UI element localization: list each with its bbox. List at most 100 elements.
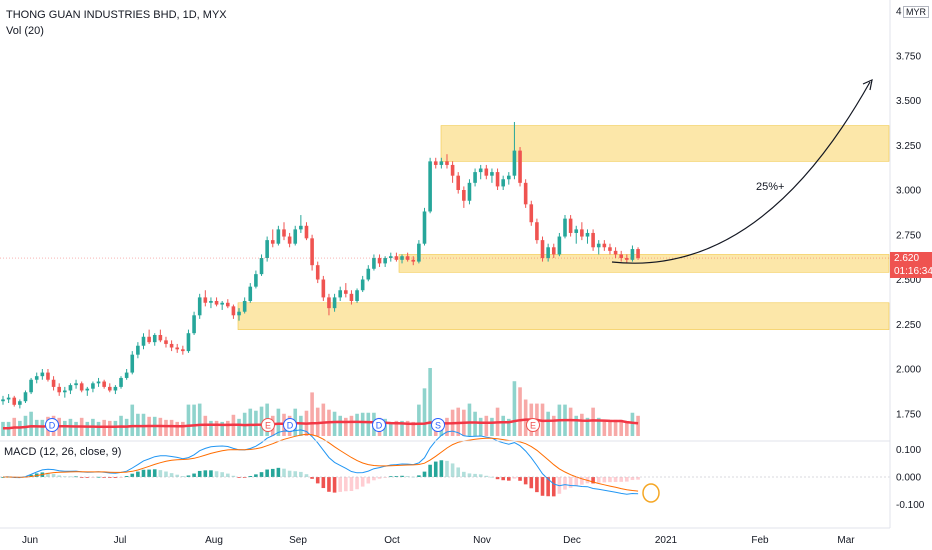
volume-bar (315, 407, 320, 436)
candle (231, 306, 236, 316)
volume-bar (608, 419, 612, 436)
macd-histogram-bar (507, 477, 511, 481)
volume-bar (625, 421, 629, 436)
candle (158, 334, 163, 341)
macd-tick-label: 0.000 (896, 473, 921, 484)
price-tick-label: 2.250 (896, 320, 921, 331)
macd-histogram-bar (540, 477, 545, 496)
candle (636, 249, 640, 259)
candle (563, 218, 567, 237)
volume-bar (107, 420, 112, 436)
price-tick-label: 4 (896, 7, 902, 18)
volume-bar (130, 404, 135, 436)
macd-histogram-bar (467, 473, 472, 477)
candle (557, 236, 562, 255)
macd-histogram-bar (96, 476, 101, 478)
candle (501, 179, 505, 187)
macd-histogram-bar (181, 476, 185, 477)
candle (445, 161, 449, 165)
macd-histogram-bar (332, 477, 337, 493)
candle (237, 311, 241, 316)
candle (495, 172, 500, 187)
macd-legend: MACD (12, 26, close, 9) (4, 446, 122, 458)
volume-bar (394, 420, 399, 436)
candle (456, 175, 461, 190)
macd-histogram-bar (574, 477, 579, 486)
event-marker-circle (372, 418, 386, 432)
macd-histogram-bar (270, 468, 275, 477)
volume-bar (411, 421, 416, 436)
volume-bar (596, 417, 601, 436)
macd-histogram-bar (231, 475, 236, 477)
candle (254, 274, 258, 287)
candle (473, 172, 477, 183)
macd-histogram-bar (29, 474, 33, 477)
volume-bar (518, 387, 522, 436)
candle (293, 229, 298, 244)
volume-bar (405, 420, 410, 436)
candle (147, 336, 151, 343)
volume-bar (192, 404, 196, 436)
macd-histogram-bar (518, 477, 522, 481)
event-marker: E (526, 418, 540, 432)
candle (226, 302, 230, 307)
volume-bar (181, 421, 185, 436)
event-marker-circle (45, 418, 59, 432)
macd-histogram-bar (456, 467, 461, 477)
signal-line (3, 433, 639, 492)
volume-bar (169, 419, 174, 436)
macd-histogram-bar (209, 470, 213, 477)
macd-line (2, 429, 639, 495)
price-tick-label: 2.500 (896, 275, 921, 286)
candle (523, 182, 528, 205)
drawings: 25%+ (611, 78, 873, 503)
chart-title: THONG GUAN INDUSTRIES BHD, 1D, MYX (6, 9, 227, 21)
macd-histogram-bar (551, 477, 556, 497)
macd-histogram-bar (417, 475, 421, 477)
macd-histogram-bar (535, 477, 539, 493)
volume-bar (428, 368, 432, 436)
macd-histogram-bar (360, 477, 365, 487)
candle (417, 243, 421, 262)
macd-histogram-bar (79, 477, 84, 478)
projection-arrow-head (862, 78, 873, 91)
volume-bar (591, 407, 595, 436)
candle (518, 150, 522, 183)
volume-legend: Vol (20) (6, 25, 44, 37)
candle (40, 372, 45, 377)
volume-bar (276, 408, 281, 436)
volume-bar (237, 418, 241, 436)
currency-button[interactable]: MYR (903, 6, 929, 18)
candle (12, 397, 17, 405)
volume-bar (85, 421, 90, 436)
macd-histogram-bar (321, 477, 326, 489)
candle (304, 225, 309, 239)
volume-bar (226, 420, 230, 436)
volume-bar (164, 419, 168, 436)
volume-bar (344, 417, 348, 436)
macd-histogram-bar (625, 477, 629, 482)
candle (450, 164, 455, 176)
macd-histogram-bar (473, 473, 477, 477)
candle (192, 315, 196, 334)
volume-bar (507, 418, 511, 436)
volume-bar (619, 419, 623, 436)
volume-bar (40, 419, 45, 436)
macd-histogram-bar (68, 476, 73, 478)
event-marker-label: E (265, 421, 271, 431)
event-marker-label: S (435, 421, 441, 431)
candle (344, 290, 348, 294)
macd-histogram-bar (450, 463, 455, 477)
price-tick-label: 2.000 (896, 365, 921, 376)
candle (29, 379, 33, 393)
macd-histogram-bar (596, 477, 601, 483)
candle (197, 297, 202, 316)
candle (107, 386, 112, 391)
candle (310, 238, 314, 266)
candle (383, 258, 387, 264)
candle (467, 182, 472, 201)
volume-bar (197, 403, 202, 436)
macd-histogram-bar (130, 473, 135, 477)
candle (338, 290, 342, 298)
